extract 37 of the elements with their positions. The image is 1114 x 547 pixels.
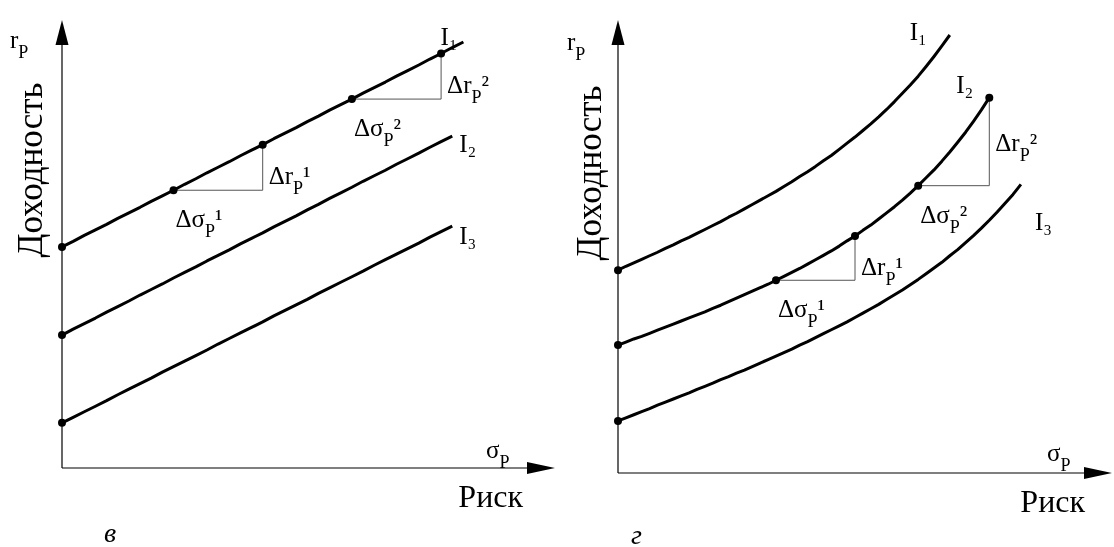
point [914,181,923,190]
annotation: Δr$_{P}$¹ [861,253,903,290]
annotation: Δr$_{P}$² [447,71,490,108]
point [58,331,66,340]
annotation: Δr$_{P}$² [995,128,1038,165]
y-axis-title: Доходность [570,85,609,261]
point [258,140,267,149]
text: σ$_{P}$ [1047,439,1071,475]
x-axis-title: Риск [1020,483,1086,519]
point [614,341,622,350]
point [772,276,780,285]
series-label: I₂ [956,70,974,98]
y-axis-title: Доходность [11,82,50,258]
series-label: I₂ [459,130,477,158]
annotation: Δσ$_{P}$¹ [778,295,826,332]
point [614,416,622,425]
point [614,266,622,275]
point [437,49,446,58]
annotation: Δσ$_{P}$² [353,114,401,151]
series-label: I₃ [1034,208,1052,236]
point [58,418,66,427]
text: в [104,517,117,547]
point [347,95,356,104]
text: σ$_{P}$ [486,436,510,472]
annotation: Δr$_{P}$¹ [268,162,311,199]
point [985,93,994,102]
series-label: I₁ [909,18,927,45]
point [169,186,178,195]
text: r$_{P}$ [10,26,29,62]
text: г [631,519,642,547]
annotation: Δσ$_{P}$¹ [175,205,223,242]
x-axis-title: Риск [458,478,524,514]
point [851,232,859,241]
annotation: Δσ$_{P}$² [920,200,968,237]
point [58,242,66,251]
series-label: I₃ [459,222,477,250]
text: r$_{P}$ [567,28,586,64]
